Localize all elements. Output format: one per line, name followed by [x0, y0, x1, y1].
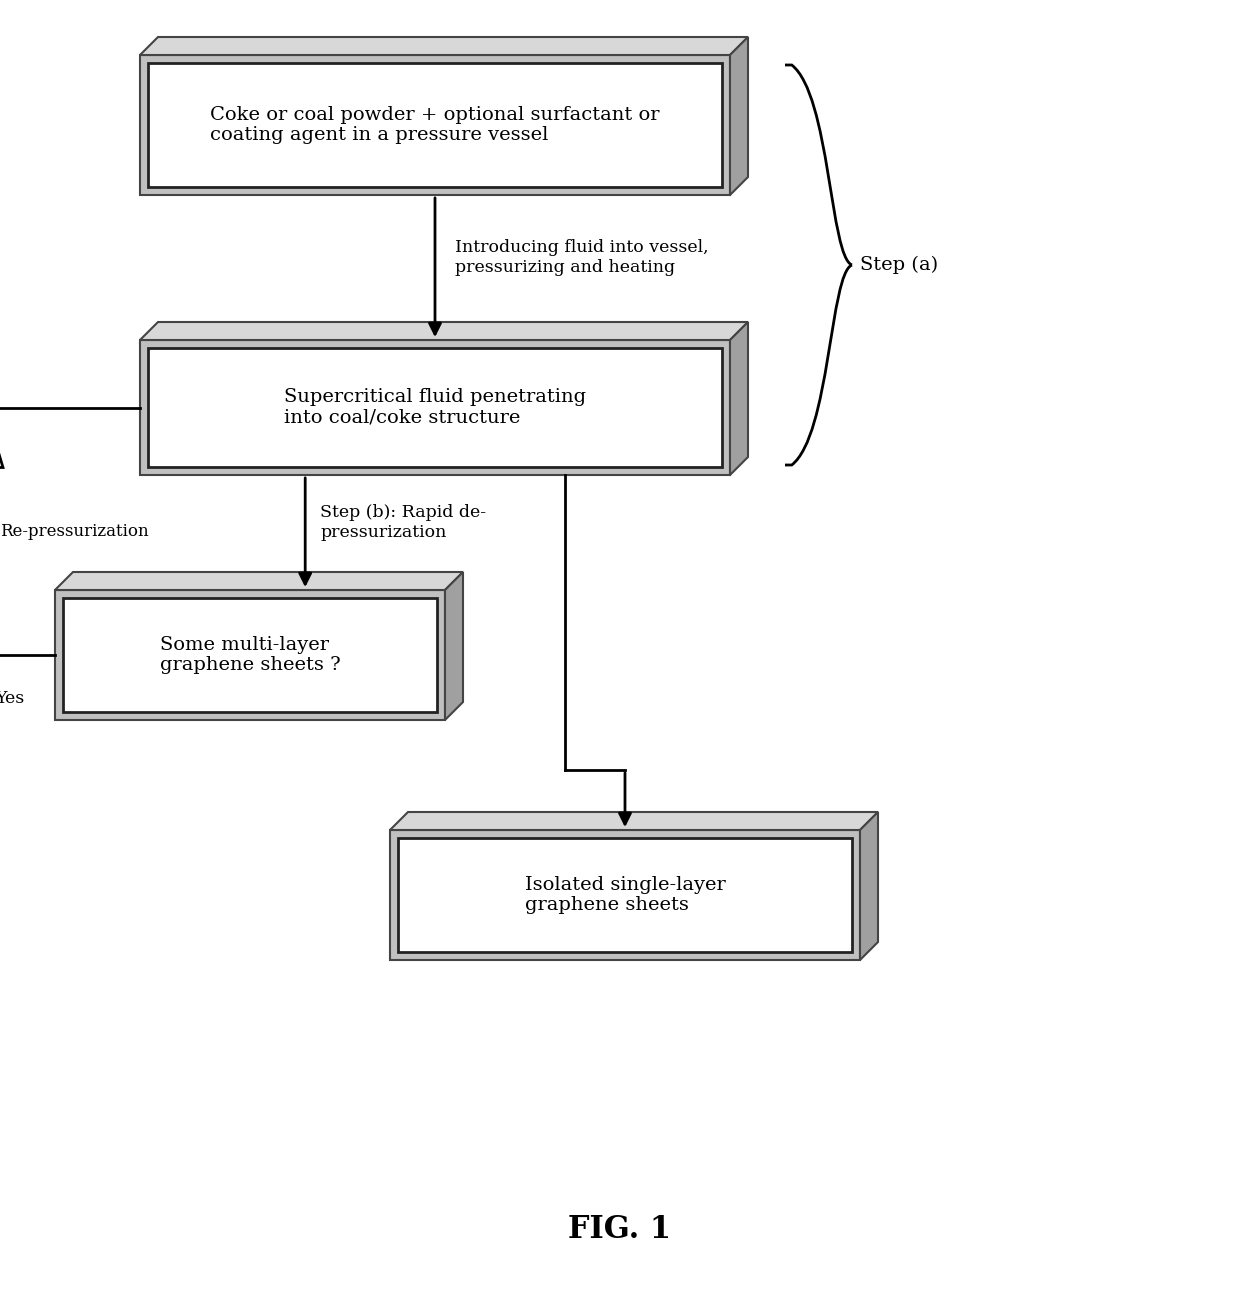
Text: Introducing fluid into vessel,
pressurizing and heating: Introducing fluid into vessel, pressuriz… — [455, 240, 708, 276]
Polygon shape — [140, 322, 748, 340]
Text: Yes: Yes — [0, 691, 25, 708]
Text: Some multi-layer
graphene sheets ?: Some multi-layer graphene sheets ? — [160, 636, 340, 675]
Text: Supercritical fluid penetrating
into coal/coke structure: Supercritical fluid penetrating into coa… — [284, 388, 587, 427]
FancyBboxPatch shape — [63, 598, 436, 711]
Polygon shape — [861, 812, 878, 960]
Text: Step (b): Rapid de-
pressurization: Step (b): Rapid de- pressurization — [320, 504, 486, 541]
FancyBboxPatch shape — [148, 348, 722, 466]
Polygon shape — [140, 340, 730, 476]
Polygon shape — [0, 408, 2, 655]
Polygon shape — [140, 55, 730, 195]
Polygon shape — [55, 590, 445, 721]
Polygon shape — [730, 36, 748, 195]
FancyBboxPatch shape — [148, 63, 722, 188]
Polygon shape — [55, 572, 463, 590]
Text: FIG. 1: FIG. 1 — [568, 1214, 672, 1246]
FancyBboxPatch shape — [398, 838, 852, 952]
Polygon shape — [140, 36, 748, 55]
Text: Re-pressurization: Re-pressurization — [0, 523, 149, 539]
Text: Coke or coal powder + optional surfactant or
coating agent in a pressure vessel: Coke or coal powder + optional surfactan… — [211, 106, 660, 145]
Text: Step (a): Step (a) — [861, 255, 939, 274]
Polygon shape — [391, 830, 861, 960]
Polygon shape — [730, 322, 748, 476]
Text: Isolated single-layer
graphene sheets: Isolated single-layer graphene sheets — [525, 876, 725, 915]
Polygon shape — [445, 572, 463, 721]
Polygon shape — [391, 812, 878, 830]
